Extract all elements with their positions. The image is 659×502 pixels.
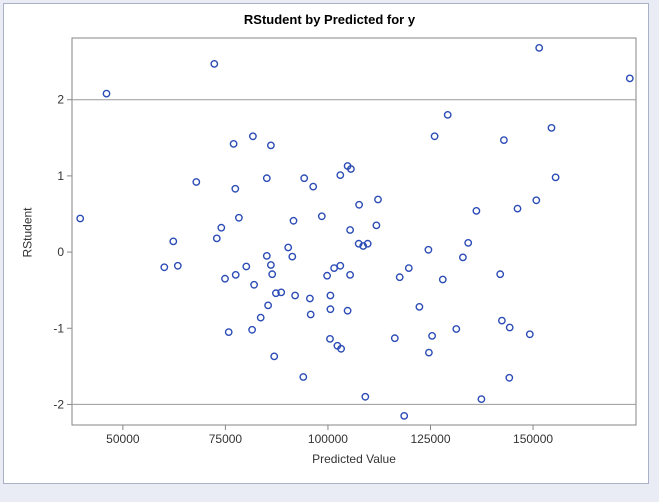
x-tick-label: 50000 [106,432,140,446]
data-point-marker [505,323,514,332]
data-point-marker [525,330,534,339]
data-point-marker [477,395,486,403]
data-point-marker [231,270,240,279]
data-point-marker [395,273,404,282]
data-point-marker [404,264,413,272]
data-point-marker [300,174,309,183]
data-point-marker [513,204,522,213]
y-tick-label: -1 [53,321,64,335]
x-axis-label: Predicted Value [312,452,396,466]
data-point-marker [264,301,272,310]
data-point-marker [262,251,271,260]
data-point-marker [496,270,505,279]
data-point-marker [505,373,514,382]
data-point-marker [458,253,467,262]
data-point-marker [317,212,326,221]
data-point-marker [535,44,544,52]
data-point-marker [497,316,506,325]
data-point-marker [169,237,178,246]
data-point-marker [268,270,277,279]
data-point-marker [337,344,345,353]
data-point-marker [266,141,275,150]
data-point-marker [231,184,240,193]
data-point-marker [374,195,382,204]
data-point-marker [532,196,541,205]
data-point-marker [305,294,314,303]
data-point-marker [266,261,275,269]
y-tick-label: 2 [57,93,64,107]
data-point-marker [326,334,334,343]
y-axis-label: RStudent [20,207,35,258]
data-point-marker [248,132,257,141]
data-point-marker [415,302,424,311]
data-point-marker [270,352,279,361]
data-point-marker [424,245,433,254]
chart-title: RStudent by Predicted for y [243,12,416,27]
data-point-marker [499,136,508,145]
data-point-marker [76,214,85,223]
data-point-marker [192,178,201,186]
data-point-marker [336,171,345,180]
data-point-marker [210,60,219,68]
data-point-marker [299,373,308,381]
data-point-marker [363,239,372,248]
data-point-marker [242,262,251,271]
data-point-marker [289,216,298,225]
data-point-marker [428,331,436,340]
data-point-marker [250,280,259,289]
data-point-marker [256,313,265,322]
data-point-marker [248,325,257,334]
data-point-marker [438,275,447,284]
x-tick-label: 75000 [209,432,243,446]
x-tick-label: 150000 [513,432,553,446]
data-point-marker [547,124,556,132]
x-tick-label: 125000 [410,432,450,446]
data-point-marker [472,206,481,215]
data-point-marker [102,89,111,98]
data-point-marker [361,392,370,401]
data-point-marker [221,274,229,283]
data-point-marker [330,264,338,272]
data-point-marker [346,226,354,234]
data-point-marker [452,325,461,333]
data-point-marker [234,213,243,222]
data-point-marker [291,291,299,300]
data-point-marker [284,243,293,252]
y-tick-label: -2 [53,397,64,411]
data-point-marker [326,305,335,314]
data-point-marker [323,271,331,280]
x-tick-label: 100000 [308,432,348,446]
data-point-marker [424,348,433,357]
data-point-marker [346,270,354,279]
data-point-marker [443,111,452,119]
data-point-marker [430,132,439,141]
plot-frame [71,37,637,426]
data-point-marker [372,221,381,230]
data-point-marker [551,173,560,182]
data-point-marker [224,328,233,336]
y-tick-label: 0 [57,245,64,259]
data-point-marker [306,310,315,319]
data-point-marker [173,261,182,270]
data-point-marker [271,289,280,298]
data-point-marker [262,174,271,183]
data-point-marker [625,74,634,83]
y-tick-label: 1 [57,169,64,183]
data-point-marker [343,306,352,315]
data-point-marker [309,182,318,191]
data-point-marker [346,165,355,173]
data-point-marker [390,334,399,343]
data-point-marker [400,411,409,420]
data-point-marker [229,139,238,148]
data-point-marker [464,238,473,247]
data-point-marker [160,263,169,272]
data-point-marker [288,252,297,261]
data-point-marker [277,288,286,297]
data-point-marker [355,200,363,209]
data-point-marker [326,291,335,300]
data-point-marker [217,223,226,232]
data-point-marker [212,234,221,243]
